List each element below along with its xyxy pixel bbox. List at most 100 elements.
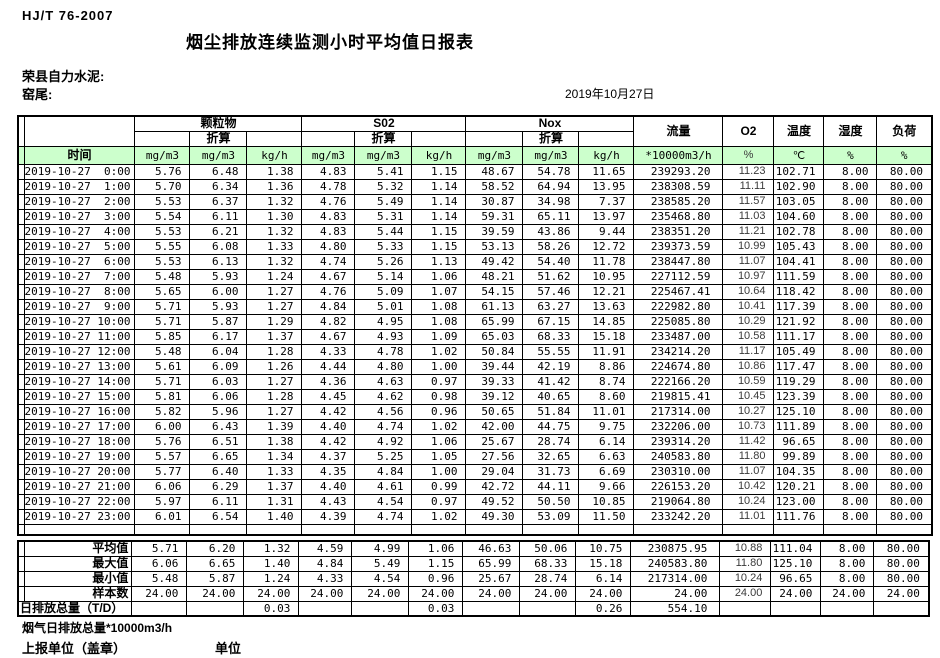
table-row: 2019-10-27 18:00 5.76 6.51 1.38 4.42 4.92 1.06…: [17, 433, 933, 450]
cell-value: 4.54: [351, 570, 410, 587]
cell-value: 4.92: [354, 433, 413, 450]
cell-value: 13.63: [578, 298, 635, 315]
cell-value: 4.45: [301, 388, 356, 405]
cell-value: [351, 600, 410, 617]
cell-value: 65.99: [465, 313, 524, 330]
col-header-temperature: 温度: [773, 115, 825, 147]
blank-cell: [411, 523, 467, 536]
blank-cell: [465, 130, 524, 147]
cell-value: 4.76: [301, 283, 356, 300]
cell-value: 4.35: [301, 463, 356, 480]
cell-value: 10.88: [719, 540, 772, 557]
blank-cell: [578, 130, 635, 147]
cell-value: 80.00: [876, 388, 933, 405]
cell-value: 4.43: [301, 493, 356, 510]
nox-converted-header: 折算: [522, 130, 580, 147]
cell-value: 11.01: [578, 403, 635, 420]
cell-value: 8.00: [823, 313, 878, 330]
table-row: 2019-10-27 8:00 5.65 6.00 1.27 4.76 5.09 1.07 5…: [17, 283, 933, 300]
table-row: 2019-10-27 13:00 5.61 6.09 1.26 4.44 4.80 1.00…: [17, 358, 933, 375]
cell-value: 11.80: [722, 448, 775, 465]
cell-value: 1.40: [246, 508, 303, 525]
cell-value: 11.07: [722, 253, 775, 270]
cell-value: 80.00: [876, 238, 933, 255]
cell-value: 8.00: [820, 555, 875, 572]
cell-value: 4.62: [354, 388, 413, 405]
cell-value: 7.37: [578, 193, 635, 210]
cell-value: 118.42: [773, 283, 825, 300]
cell-value: 1.27: [246, 298, 303, 315]
cell-value: 1.32: [246, 193, 303, 210]
cell-value: 104.60: [773, 208, 825, 225]
cell-value: 8.00: [823, 478, 878, 495]
cell-value: 219815.41: [633, 388, 724, 405]
cell-value: 24.00: [351, 585, 410, 602]
cell-value: 1.15: [408, 555, 464, 572]
cell-value: 11.78: [578, 253, 635, 270]
summary-row-label: 日排放总量（T/D）: [17, 600, 133, 617]
cell-value: 0.98: [411, 388, 467, 405]
cell-value: 4.56: [354, 403, 413, 420]
cell-value: 1.05: [411, 448, 467, 465]
cell-value: 12.21: [578, 283, 635, 300]
cell-value: 8.00: [820, 540, 875, 557]
cell-value: 10.27: [722, 403, 775, 420]
cell-value: 80.00: [876, 343, 933, 360]
cell-value: 24.00: [186, 585, 245, 602]
col-header-flow: 流量: [633, 115, 724, 147]
blank-cell: [578, 523, 635, 536]
cell-value: 42.19: [522, 358, 580, 375]
cell-value: 1.06: [408, 540, 464, 557]
cell-value: 6.09: [189, 358, 248, 375]
summary-table: 平均值 5.71 6.20 1.32 4.59 4.99 1.06 46.63 50.06 10.…: [17, 540, 930, 617]
cell-time: 2019-10-27 6:00: [23, 253, 136, 270]
cell-value: [873, 600, 930, 617]
cell-value: 6.06: [134, 478, 191, 495]
cell-value: [719, 600, 772, 617]
cell-value: 4.82: [301, 313, 356, 330]
cell-value: 80.00: [873, 570, 930, 587]
cell-value: 11.07: [722, 463, 775, 480]
unit-header: ℃: [773, 145, 825, 165]
cell-value: 6.13: [189, 253, 248, 270]
cell-value: 1.36: [246, 178, 303, 195]
cell-time: 2019-10-27 7:00: [23, 268, 136, 285]
cell-value: 80.00: [876, 298, 933, 315]
table-row: 2019-10-27 14:00 5.71 6.03 1.27 4.36 4.63 0.97…: [17, 373, 933, 390]
cell-value: 1.33: [246, 463, 303, 480]
cell-value: 4.83: [301, 208, 356, 225]
cell-value: 6.37: [189, 193, 248, 210]
cell-value: 8.00: [823, 268, 878, 285]
cell-value: 4.37: [301, 448, 356, 465]
time-column-header: 时间: [23, 145, 136, 165]
cell-value: 6.01: [134, 508, 191, 525]
cell-value: 80.00: [876, 373, 933, 390]
table-row: 2019-10-27 6:00 5.53 6.13 1.32 4.74 5.26 1.13 4…: [17, 253, 933, 270]
cell-value: 99.89: [773, 448, 825, 465]
cell-value: 4.44: [301, 358, 356, 375]
cell-value: 4.67: [301, 328, 356, 345]
table-row: 2019-10-27 15:00 5.81 6.06 1.28 4.45 4.62 0.98…: [17, 388, 933, 405]
header-row-converted: 折算 折算 折算: [18, 130, 932, 147]
cell-value: [131, 600, 188, 617]
blank-cell: [633, 523, 724, 536]
cell-value: 1.02: [411, 508, 467, 525]
unit-header: kg/h: [411, 145, 467, 165]
cell-value: 239373.59: [633, 238, 724, 255]
blank-cell: [134, 523, 191, 536]
cell-value: 1.02: [411, 418, 467, 435]
cell-value: 5.49: [354, 193, 413, 210]
cell-value: 32.65: [522, 448, 580, 465]
cell-value: 5.70: [134, 178, 191, 195]
cell-time: 2019-10-27 3:00: [23, 208, 136, 225]
company-name: 荣县自力水泥:: [22, 69, 105, 84]
cell-value: 0.03: [243, 600, 300, 617]
cell-value: 10.58: [722, 328, 775, 345]
cell-value: 4.80: [354, 358, 413, 375]
cell-value: 4.84: [301, 298, 356, 315]
cell-value: 24.00: [719, 585, 772, 602]
cell-value: 1.26: [246, 358, 303, 375]
cell-value: 4.67: [301, 268, 356, 285]
cell-value: 11.23: [722, 163, 775, 180]
cell-value: 13.95: [578, 178, 635, 195]
